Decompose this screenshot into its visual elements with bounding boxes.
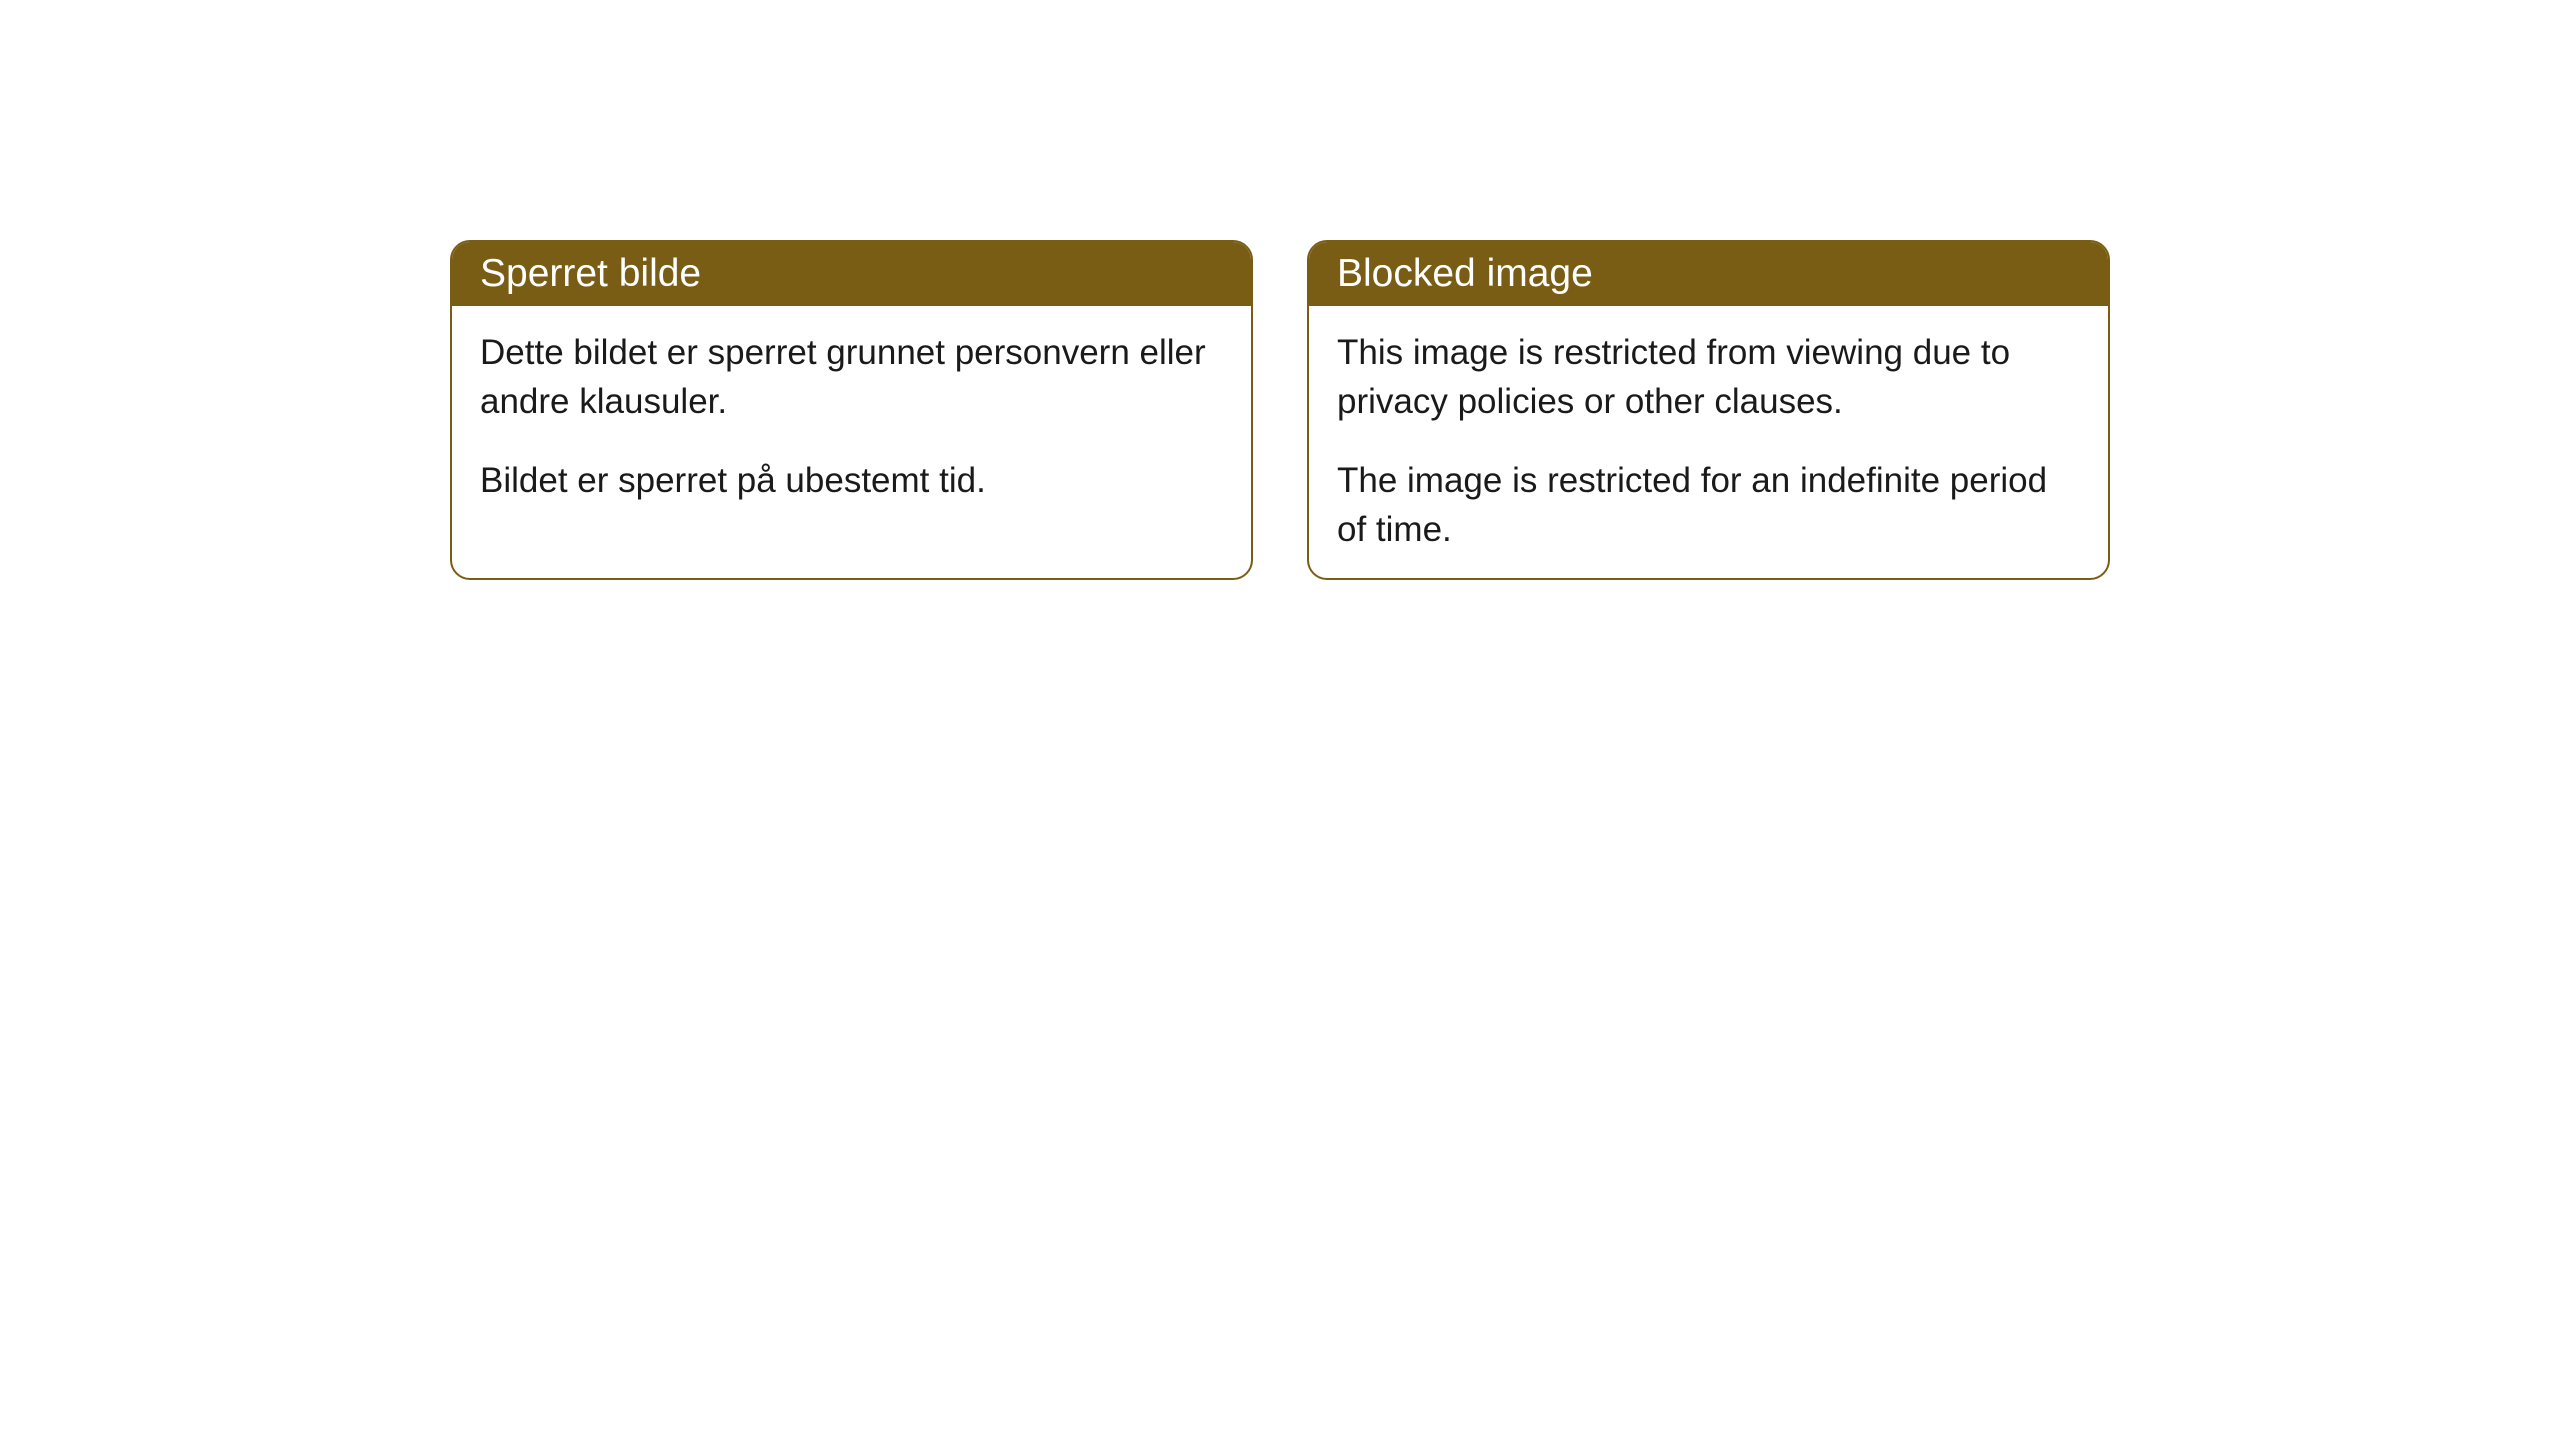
card-paragraph: This image is restricted from viewing du… <box>1337 328 2080 426</box>
card-title: Sperret bilde <box>480 252 701 295</box>
card-body-english: This image is restricted from viewing du… <box>1309 306 2108 580</box>
card-paragraph: The image is restricted for an indefinit… <box>1337 456 2080 554</box>
card-paragraph: Bildet er sperret på ubestemt tid. <box>480 456 1223 505</box>
card-norwegian: Sperret bilde Dette bildet er sperret gr… <box>450 240 1253 580</box>
cards-container: Sperret bilde Dette bildet er sperret gr… <box>0 240 2560 580</box>
card-header-english: Blocked image <box>1309 242 2108 306</box>
card-title: Blocked image <box>1337 252 1593 295</box>
card-body-norwegian: Dette bildet er sperret grunnet personve… <box>452 306 1251 545</box>
card-header-norwegian: Sperret bilde <box>452 242 1251 306</box>
card-paragraph: Dette bildet er sperret grunnet personve… <box>480 328 1223 426</box>
card-english: Blocked image This image is restricted f… <box>1307 240 2110 580</box>
